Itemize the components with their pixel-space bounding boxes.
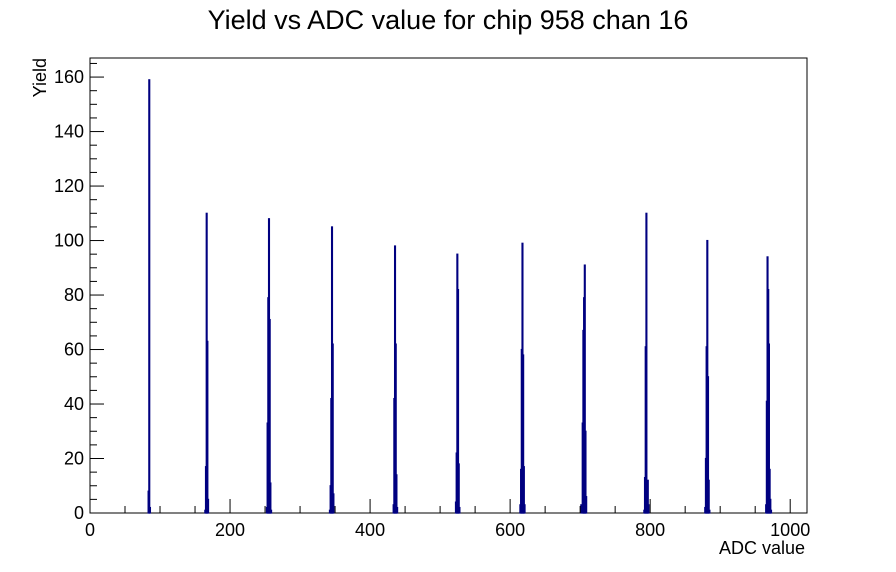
histogram-bar xyxy=(148,79,151,514)
x-axis-ticks: 0 200 400 600 800 1000 xyxy=(85,499,810,540)
x-axis-label: ADC value xyxy=(719,538,805,558)
y-tick-label: 140 xyxy=(54,122,84,142)
histogram-bar xyxy=(647,504,650,514)
histogram-bar xyxy=(769,509,773,514)
chart-title: Yield vs ADC value for chip 958 chan 16 xyxy=(208,5,689,35)
histogram-bar xyxy=(332,493,335,514)
histogram-bar xyxy=(580,504,583,514)
y-tick-label: 60 xyxy=(64,340,84,360)
histogram-bar xyxy=(269,482,272,514)
x-tick-label: 1000 xyxy=(770,520,810,540)
histogram-bar xyxy=(707,479,710,514)
histogram-bar xyxy=(331,343,334,514)
y-axis-ticks: 0 20 40 60 80 100 120 140 160 xyxy=(54,62,104,523)
y-tick-label: 80 xyxy=(64,285,84,305)
y-tick-label: 100 xyxy=(54,231,84,251)
y-tick-label: 160 xyxy=(54,67,84,87)
histogram-bar xyxy=(206,340,209,514)
histogram-bars xyxy=(147,79,773,514)
x-tick-label: 400 xyxy=(355,520,385,540)
histogram-bar xyxy=(396,506,399,514)
y-axis-label: Yield xyxy=(30,58,50,97)
histogram-bar xyxy=(708,509,711,514)
histogram-bar xyxy=(523,504,526,514)
x-tick-label: 800 xyxy=(635,520,665,540)
y-tick-label: 0 xyxy=(74,503,84,523)
histogram-bar xyxy=(207,498,210,514)
x-tick-label: 0 xyxy=(85,520,95,540)
histogram-bar xyxy=(148,506,152,514)
histogram-bar xyxy=(457,463,460,514)
y-tick-label: 40 xyxy=(64,394,84,414)
x-tick-label: 600 xyxy=(495,520,525,540)
histogram-bar xyxy=(585,496,588,514)
histogram-bar xyxy=(270,509,273,514)
x-tick-label: 200 xyxy=(215,520,245,540)
histogram-bar xyxy=(645,212,648,514)
y-tick-label: 120 xyxy=(54,176,84,196)
y-tick-label: 20 xyxy=(64,449,84,469)
plot-frame xyxy=(89,57,808,514)
histogram-bar xyxy=(458,506,461,514)
plot-border xyxy=(89,57,808,514)
